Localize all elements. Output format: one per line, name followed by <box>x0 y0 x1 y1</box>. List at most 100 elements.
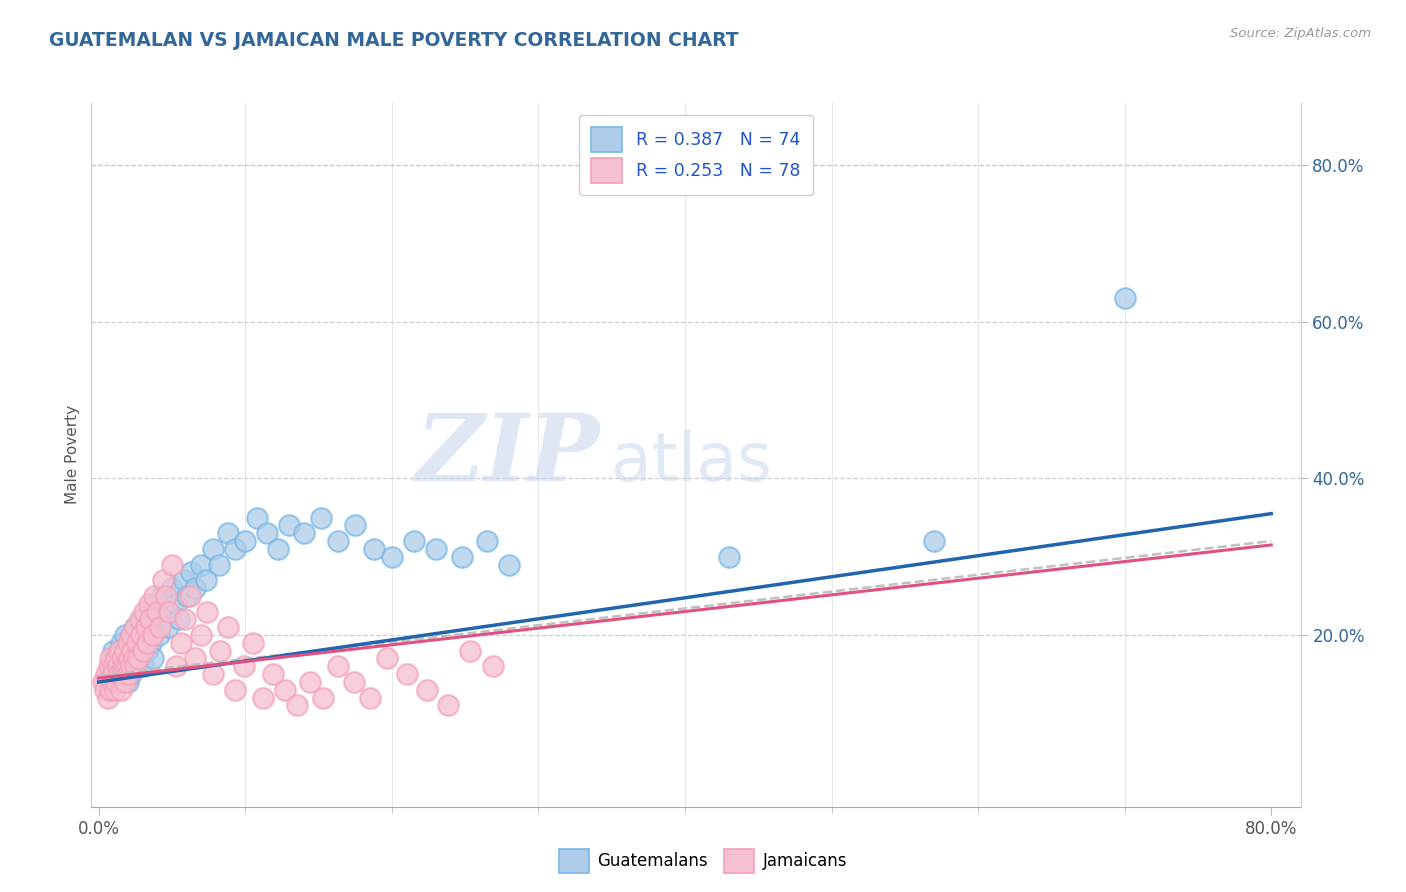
Point <box>402 534 425 549</box>
Text: ZIP: ZIP <box>415 410 599 500</box>
Point <box>134 605 156 619</box>
Point <box>108 667 131 681</box>
Point <box>233 534 256 549</box>
Point <box>114 675 136 690</box>
Point <box>217 620 239 634</box>
Point <box>114 643 136 657</box>
Point <box>173 573 195 587</box>
Point <box>100 651 122 665</box>
Point <box>120 628 142 642</box>
Point <box>252 690 274 705</box>
Point <box>93 682 115 697</box>
Point <box>114 659 136 673</box>
Point <box>114 628 136 642</box>
Point <box>103 659 125 673</box>
Point <box>142 651 165 665</box>
Point <box>174 612 197 626</box>
Point <box>152 573 174 587</box>
Point <box>153 605 176 619</box>
Point <box>190 628 212 642</box>
Point <box>156 620 179 634</box>
Point <box>131 643 153 657</box>
Legend: Guatemalans, Jamaicans: Guatemalans, Jamaicans <box>553 842 853 880</box>
Point <box>922 534 945 549</box>
Point <box>98 659 121 673</box>
Point <box>135 628 157 642</box>
Point <box>142 628 165 642</box>
Point <box>105 675 128 690</box>
Point <box>285 698 308 713</box>
Point <box>202 667 225 681</box>
Point <box>224 682 246 697</box>
Point <box>195 605 218 619</box>
Point <box>131 636 153 650</box>
Point <box>115 659 138 673</box>
Point <box>120 659 142 673</box>
Point <box>256 526 278 541</box>
Point <box>120 628 142 642</box>
Point <box>128 612 150 626</box>
Point <box>103 667 125 681</box>
Point <box>274 682 297 697</box>
Point <box>148 628 170 642</box>
Y-axis label: Male Poverty: Male Poverty <box>65 405 80 505</box>
Point <box>1114 291 1136 305</box>
Point <box>208 558 231 572</box>
Text: Source: ZipAtlas.com: Source: ZipAtlas.com <box>1230 27 1371 40</box>
Point <box>326 659 349 673</box>
Point <box>311 510 333 524</box>
Point <box>122 651 145 665</box>
Point <box>117 667 139 681</box>
Point <box>110 636 132 650</box>
Point <box>184 651 207 665</box>
Point <box>242 636 264 650</box>
Point <box>180 566 202 580</box>
Point <box>94 675 117 690</box>
Point <box>498 558 520 572</box>
Point <box>105 675 128 690</box>
Point <box>127 628 149 642</box>
Point <box>138 605 160 619</box>
Point <box>292 526 315 541</box>
Point <box>121 643 143 657</box>
Point <box>139 612 162 626</box>
Point <box>155 589 177 603</box>
Point <box>107 659 129 673</box>
Point <box>122 651 145 665</box>
Point <box>135 620 157 634</box>
Point <box>134 620 156 634</box>
Point <box>266 541 288 556</box>
Point <box>139 620 162 634</box>
Point <box>124 659 146 673</box>
Point <box>312 690 335 705</box>
Point <box>717 549 740 564</box>
Point <box>103 643 125 657</box>
Point <box>127 651 149 665</box>
Point <box>326 534 349 549</box>
Point <box>149 620 172 634</box>
Point <box>232 659 254 673</box>
Point <box>117 643 139 657</box>
Point <box>117 636 139 650</box>
Point <box>298 675 321 690</box>
Point <box>101 675 124 690</box>
Point <box>146 612 169 626</box>
Point <box>170 636 193 650</box>
Point <box>343 675 366 690</box>
Point <box>150 589 173 603</box>
Point <box>105 651 128 665</box>
Point <box>138 597 160 611</box>
Point <box>359 690 381 705</box>
Point <box>103 667 125 681</box>
Point <box>124 620 146 634</box>
Point <box>146 605 169 619</box>
Point <box>104 651 127 665</box>
Point <box>128 651 150 665</box>
Point <box>104 682 127 697</box>
Point <box>278 518 301 533</box>
Point <box>160 581 183 595</box>
Point <box>176 589 198 603</box>
Point <box>110 667 132 681</box>
Point <box>363 541 385 556</box>
Point <box>344 518 367 533</box>
